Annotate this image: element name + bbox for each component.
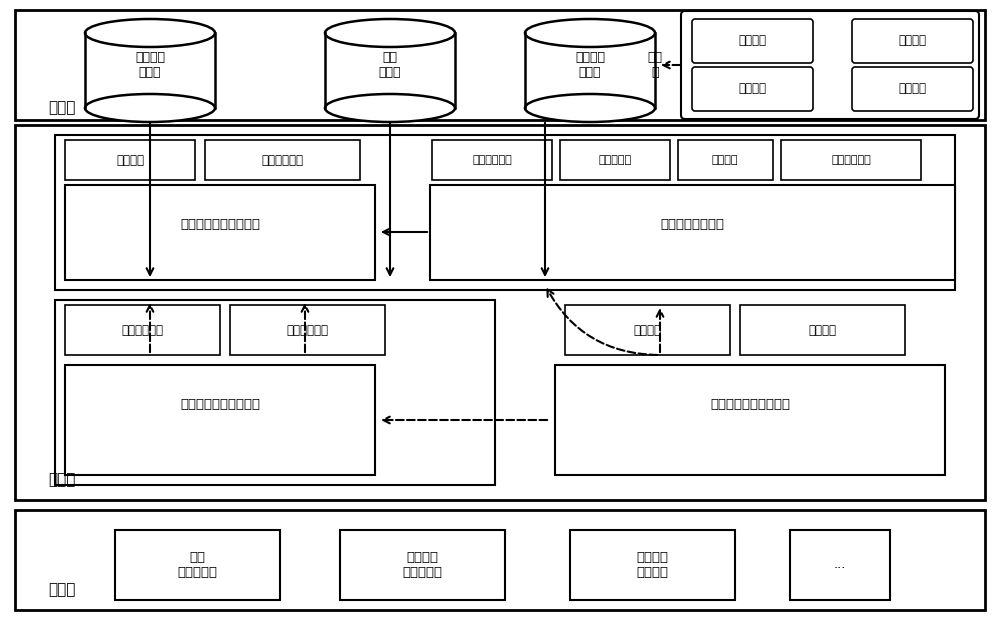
Bar (115, 530, 280, 600)
Text: 医疗规则检验: 医疗规则检验 (831, 155, 871, 165)
Text: 度量反馈: 度量反馈 (116, 154, 144, 167)
Bar (790, 530, 890, 600)
FancyBboxPatch shape (681, 11, 979, 119)
Bar (555, 365, 945, 475)
Bar (65, 185, 375, 280)
Text: 应用层: 应用层 (48, 582, 75, 598)
Bar (55, 300, 495, 485)
Ellipse shape (525, 19, 655, 47)
Bar (15, 125, 985, 500)
Bar (55, 135, 955, 290)
Bar (340, 530, 505, 600)
Ellipse shape (525, 94, 655, 122)
Text: 医疗
知识库: 医疗 知识库 (379, 51, 401, 79)
Text: 数据层: 数据层 (48, 100, 75, 115)
Bar (740, 305, 905, 355)
Bar (85, 33, 215, 108)
Bar (525, 33, 655, 108)
Bar (205, 140, 360, 180)
Text: 体检数据: 体检数据 (738, 34, 766, 47)
Text: 学习模型
参数库: 学习模型 参数库 (135, 51, 165, 79)
Text: 评价公式: 评价公式 (633, 323, 661, 336)
Text: 病人表示: 病人表示 (712, 155, 738, 165)
Text: ...: ... (834, 558, 846, 572)
Text: 医疗数据清洗: 医疗数据清洗 (472, 155, 512, 165)
Ellipse shape (85, 19, 215, 47)
Bar (15, 10, 985, 120)
Text: 相似性度量学习子模块: 相似性度量学习子模块 (180, 218, 260, 232)
Bar (325, 33, 455, 108)
Text: 诊断标签: 诊断标签 (808, 323, 836, 336)
Text: 门诊数据: 门诊数据 (738, 82, 766, 95)
Bar (65, 305, 220, 355)
Text: 相似性度量评价子模块: 相似性度量评价子模块 (710, 399, 790, 411)
Bar (432, 140, 552, 180)
Bar (15, 510, 985, 610)
FancyBboxPatch shape (692, 19, 813, 63)
Bar (570, 530, 735, 600)
Text: 疾病领域
可视化分析: 疾病领域 可视化分析 (402, 551, 442, 579)
Ellipse shape (325, 19, 455, 47)
Ellipse shape (325, 94, 455, 122)
Text: 模型参数估计: 模型参数估计 (261, 154, 303, 167)
Text: 标准
化: 标准 化 (648, 51, 662, 79)
Ellipse shape (85, 94, 215, 122)
FancyBboxPatch shape (852, 19, 973, 63)
Text: 健康数据
信息库: 健康数据 信息库 (575, 51, 605, 79)
Bar (678, 140, 773, 180)
Text: 数据预处理子模块: 数据预处理子模块 (660, 218, 724, 232)
Text: 领域关系反馈: 领域关系反馈 (121, 323, 163, 336)
Text: 特定疾病
用药推荐: 特定疾病 用药推荐 (636, 551, 668, 579)
FancyBboxPatch shape (692, 67, 813, 111)
Text: 模型参数估计: 模型参数估计 (286, 323, 328, 336)
Text: 相似性迁移学习子模块: 相似性迁移学习子模块 (180, 399, 260, 411)
Bar (65, 365, 375, 475)
Text: 住院数据: 住院数据 (898, 82, 926, 95)
Bar (65, 140, 195, 180)
FancyBboxPatch shape (852, 67, 973, 111)
Text: 服务层: 服务层 (48, 472, 75, 487)
Bar (781, 140, 921, 180)
Bar (430, 185, 955, 280)
Text: 数据标准化: 数据标准化 (598, 155, 632, 165)
Text: 筛查数据: 筛查数据 (898, 34, 926, 47)
Text: 病人
相似度检索: 病人 相似度检索 (177, 551, 217, 579)
Bar (565, 305, 730, 355)
Bar (230, 305, 385, 355)
Bar (560, 140, 670, 180)
